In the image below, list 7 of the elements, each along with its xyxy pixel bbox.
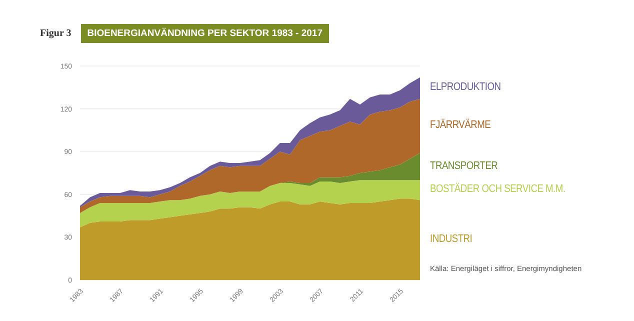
chart-subtitle: Figur 3 — [40, 28, 72, 39]
series-label: INDUSTRI — [430, 233, 472, 246]
series-label: FJÄRRVÄRME — [430, 118, 491, 131]
series-label: TRANSPORTER — [430, 160, 498, 172]
series-label: ELPRODUKTION — [430, 81, 501, 94]
series-label: BOSTÄDER OCH SERVICE M.M. — [430, 183, 566, 196]
chart-title: BIOENERGIANVÄNDNING PER SEKTOR 1983 - 2017 — [81, 24, 328, 43]
